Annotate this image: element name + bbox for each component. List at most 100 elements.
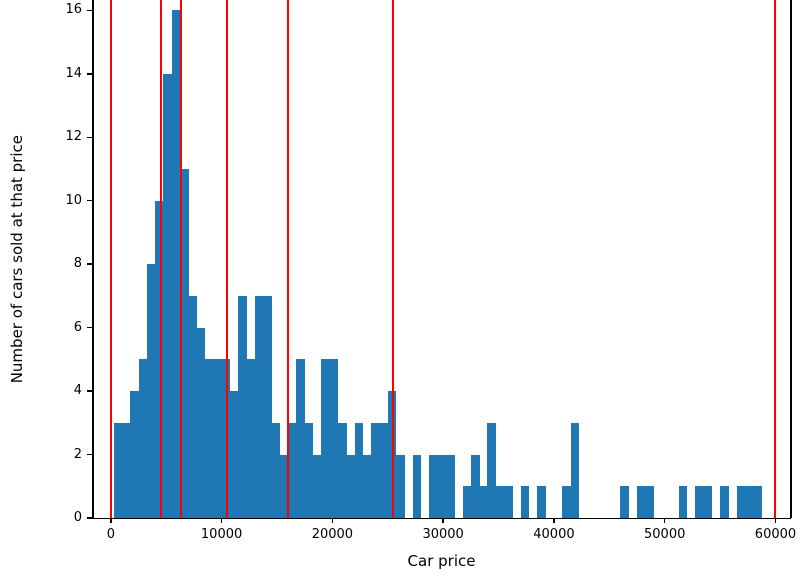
histogram-bar bbox=[678, 486, 688, 518]
x-axis-label: Car price bbox=[407, 552, 476, 570]
histogram-bar bbox=[736, 486, 746, 518]
histogram-bar bbox=[213, 359, 222, 518]
histogram-bar bbox=[620, 486, 630, 518]
red-vertical-marker-line bbox=[159, 0, 162, 518]
y-axis-right-spine bbox=[790, 0, 792, 518]
x-tick-mark bbox=[331, 518, 334, 523]
x-tick-label: 10000 bbox=[200, 527, 243, 542]
histogram-bar bbox=[263, 295, 272, 518]
y-tick-mark bbox=[87, 136, 92, 139]
y-tick-label: 10 bbox=[65, 192, 82, 208]
y-tick-label: 12 bbox=[65, 129, 82, 145]
histogram-bar bbox=[113, 422, 123, 518]
histogram-bar bbox=[130, 391, 139, 518]
histogram-bar bbox=[188, 295, 198, 518]
histogram-bar bbox=[745, 486, 754, 518]
histogram-bar bbox=[462, 486, 472, 518]
y-tick-label: 0 bbox=[73, 510, 82, 525]
x-tick-label: 0 bbox=[106, 527, 115, 542]
y-tick-mark bbox=[87, 453, 92, 456]
y-axis-left-spine bbox=[92, 0, 94, 518]
histogram-bar bbox=[371, 422, 380, 518]
histogram-bar bbox=[204, 359, 214, 518]
y-tick-label: 6 bbox=[73, 319, 82, 335]
histogram-bar bbox=[279, 454, 289, 518]
y-tick-mark bbox=[87, 326, 92, 329]
red-vertical-marker-line bbox=[392, 0, 395, 518]
histogram-bar bbox=[180, 169, 189, 518]
x-tick-mark bbox=[442, 518, 444, 523]
histogram-bar bbox=[196, 327, 206, 518]
histogram-bar bbox=[504, 486, 513, 518]
histogram-bar bbox=[520, 486, 530, 518]
histogram-bar bbox=[138, 359, 148, 518]
histogram-bar bbox=[703, 486, 713, 518]
histogram-bar bbox=[645, 486, 655, 518]
histogram-bar bbox=[337, 422, 347, 518]
y-tick-mark bbox=[87, 390, 92, 392]
red-vertical-marker-line bbox=[774, 0, 777, 518]
x-tick-mark bbox=[220, 518, 223, 523]
histogram-bar bbox=[288, 422, 297, 518]
x-tick-label: 60000 bbox=[754, 527, 797, 542]
histogram-bar bbox=[163, 73, 173, 518]
x-axis-bottom-spine bbox=[92, 517, 791, 519]
y-tick-mark bbox=[87, 517, 92, 519]
histogram-bar bbox=[495, 486, 505, 518]
histogram-bar bbox=[570, 422, 580, 518]
histogram-bar bbox=[720, 486, 729, 518]
histogram-bar bbox=[346, 454, 355, 518]
y-tick-label: 2 bbox=[73, 446, 82, 462]
x-tick-label: 30000 bbox=[422, 527, 464, 542]
histogram-bar bbox=[753, 486, 763, 518]
histogram-bar bbox=[562, 486, 571, 518]
histogram-bar bbox=[429, 454, 439, 518]
histogram-bar bbox=[146, 264, 156, 518]
histogram-bar bbox=[271, 422, 281, 518]
histogram-bar bbox=[379, 422, 389, 518]
histogram-bar bbox=[637, 486, 646, 518]
x-tick-label: 50000 bbox=[644, 527, 686, 542]
histogram-bar bbox=[229, 391, 239, 518]
histogram-bar bbox=[695, 486, 704, 518]
x-tick-label: 20000 bbox=[311, 527, 354, 542]
histogram-bar bbox=[312, 454, 322, 518]
red-vertical-marker-line bbox=[226, 0, 229, 518]
x-tick-mark bbox=[553, 518, 555, 523]
y-tick-label: 16 bbox=[65, 2, 82, 18]
y-tick-label: 8 bbox=[73, 256, 82, 272]
histogram-bar bbox=[445, 454, 455, 518]
histogram-bar bbox=[246, 359, 256, 518]
y-tick-label: 14 bbox=[65, 65, 82, 81]
histogram-bar bbox=[362, 454, 372, 518]
red-vertical-marker-line bbox=[109, 0, 112, 518]
histogram-bar bbox=[221, 359, 231, 518]
y-tick-label: 4 bbox=[73, 383, 82, 399]
histogram-bar bbox=[387, 391, 397, 518]
histogram-bar bbox=[254, 295, 264, 518]
x-tick-mark bbox=[110, 518, 112, 523]
histogram-bar bbox=[304, 422, 314, 518]
x-tick-mark bbox=[663, 518, 666, 523]
y-axis-label: Number of cars sold at that price bbox=[8, 134, 26, 384]
histogram-bar bbox=[171, 10, 181, 518]
histogram-bar bbox=[354, 422, 364, 518]
y-tick-mark bbox=[87, 199, 92, 202]
histogram-bar bbox=[121, 422, 131, 518]
red-vertical-marker-line bbox=[179, 0, 182, 518]
histogram-bar bbox=[437, 454, 447, 518]
y-axis-label-container: Number of cars sold at that price bbox=[4, 0, 30, 518]
y-tick-mark bbox=[87, 9, 92, 12]
red-vertical-marker-line bbox=[287, 0, 290, 518]
histogram-bar bbox=[321, 359, 330, 518]
histogram-bar bbox=[470, 454, 480, 518]
histogram-bar bbox=[329, 359, 339, 518]
y-tick-mark bbox=[87, 73, 92, 75]
histogram-bar bbox=[296, 359, 306, 518]
x-tick-label: 40000 bbox=[533, 527, 575, 542]
histogram-bar bbox=[238, 295, 247, 518]
histogram-bar bbox=[155, 200, 164, 518]
x-tick-mark bbox=[774, 518, 777, 523]
